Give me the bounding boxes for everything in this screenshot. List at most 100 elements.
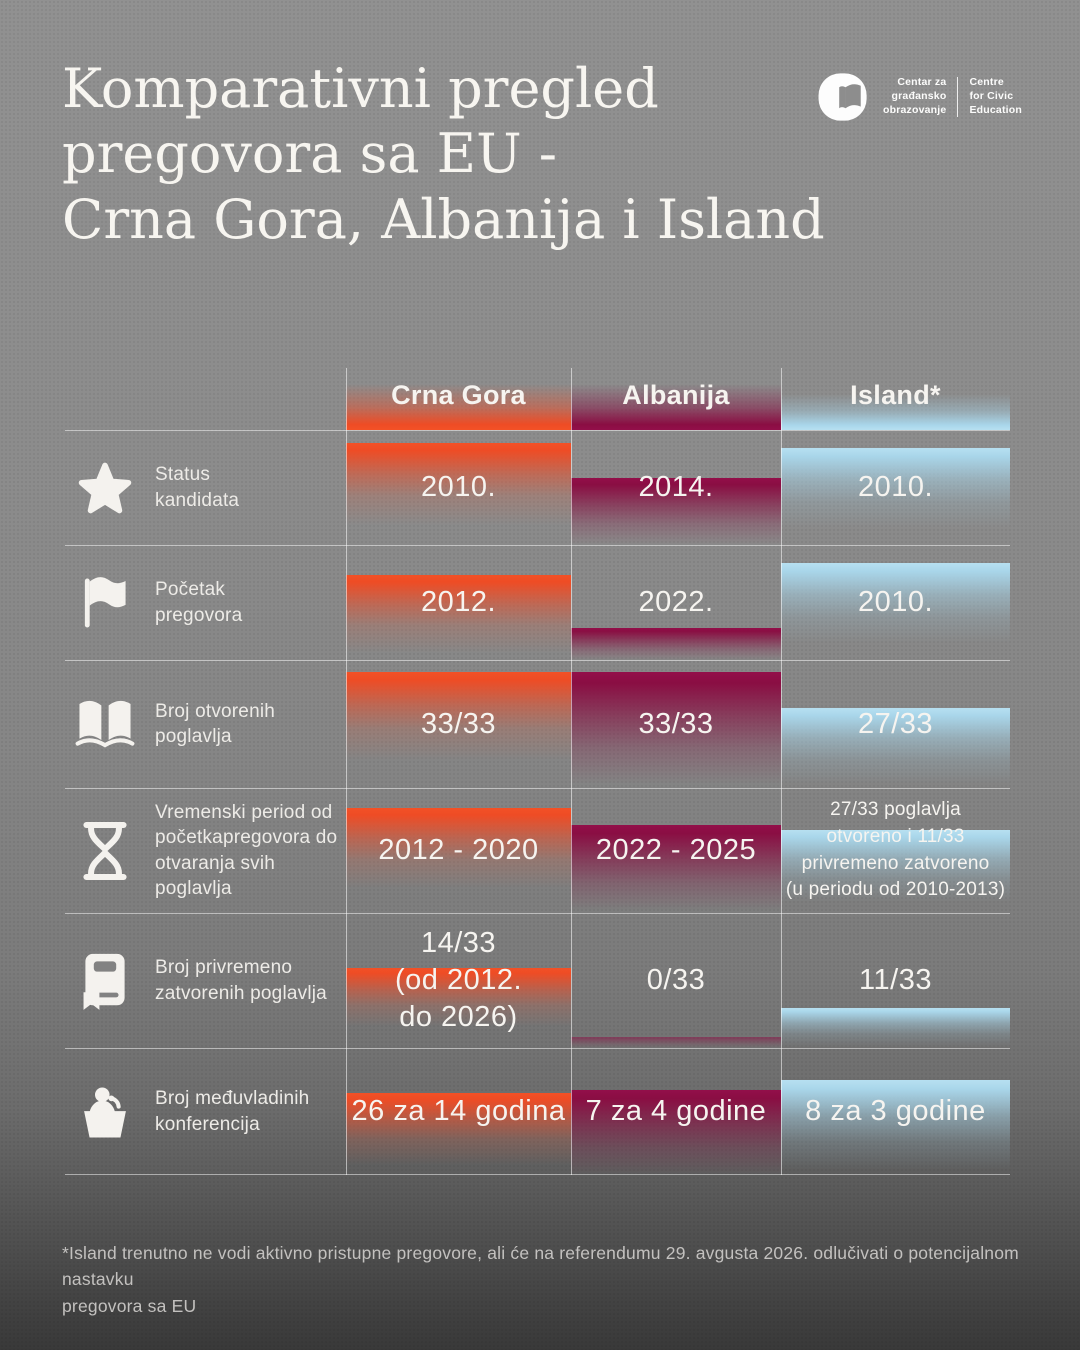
gradient-band xyxy=(346,575,571,653)
logo-name-en: Centre for Civic Education xyxy=(969,76,1022,116)
gradient-band xyxy=(781,1080,1010,1170)
table-divider xyxy=(65,913,1010,914)
table-divider xyxy=(65,1174,1010,1175)
row-label: Status kandidata xyxy=(155,464,240,511)
cell-value: 27/33 poglavlja otvoreno i 11/33 privrem… xyxy=(785,798,1006,901)
gradient-band xyxy=(781,708,1010,784)
gradient-band xyxy=(346,968,571,1026)
row-label: Početak pregovora xyxy=(155,579,243,626)
cell-value: 2010. xyxy=(420,471,497,504)
gradient-band xyxy=(571,672,781,784)
gradient-band xyxy=(781,563,1010,643)
cell-zatvorena-island: 11/33 xyxy=(781,913,1010,1048)
table-divider xyxy=(65,788,1010,789)
footnote: *Island trenutno ne vodi aktivno pristup… xyxy=(62,1243,1019,1316)
cell-value: 11/33 xyxy=(859,964,932,997)
cell-konferencije-island: 8 za 3 godine xyxy=(781,1048,1010,1175)
cell-value: 2022 - 2025 xyxy=(595,834,757,867)
column-header-albanija: Albanija xyxy=(571,368,781,430)
cell-value: 33/33 xyxy=(420,707,497,740)
table-divider xyxy=(65,430,1010,431)
podium-speaker-icon xyxy=(69,1084,141,1140)
row-header-otvorena-poglavlja: Broj otvorenih poglavlja xyxy=(65,660,346,788)
cell-value: 8 za 3 godine xyxy=(805,1095,986,1128)
logo-divider xyxy=(957,76,959,117)
gradient-band xyxy=(346,443,571,525)
cell-value: 2012 - 2020 xyxy=(378,834,539,867)
cell-otvorena-albanija: 33/33 xyxy=(571,660,781,788)
column-header-label: Island* xyxy=(850,379,941,410)
gradient-band xyxy=(571,825,781,910)
table-divider xyxy=(571,368,572,1175)
row-label: Broj otvorenih poglavlja xyxy=(155,700,276,747)
row-label: Broj međuvladinih konferencija xyxy=(155,1088,310,1135)
gradient-band xyxy=(346,808,571,888)
table-divider xyxy=(65,660,1010,661)
row-label: Broj privremeno zatvorenih poglavlja xyxy=(155,957,327,1004)
cell-zatvorena-albanija: 0/33 xyxy=(571,913,781,1048)
gradient-band xyxy=(346,672,571,760)
row-header-vremenski-period: Vremenski period od početkapregovora do … xyxy=(65,788,346,913)
cell-status-albanija: 2014. xyxy=(571,430,781,545)
gradient-band xyxy=(571,628,781,660)
cell-value: 2012. xyxy=(420,586,497,619)
column-header-crna-gora: Crna Gora xyxy=(346,368,571,430)
gradient-band xyxy=(571,384,781,430)
table-corner-cell xyxy=(65,368,346,430)
cell-period-crna-gora: 2012 - 2020 xyxy=(346,788,571,913)
column-header-island: Island* xyxy=(781,368,1010,430)
cell-period-island: 27/33 poglavlja otvoreno i 11/33 privrem… xyxy=(781,788,1010,913)
table-divider xyxy=(65,545,1010,546)
row-header-pocetak-pregovora: Početak pregovora xyxy=(65,545,346,660)
page-title: Komparativni pregled pregovora sa EU - C… xyxy=(62,57,825,251)
flag-icon xyxy=(69,572,141,634)
gradient-band xyxy=(571,1090,781,1175)
gradient-band xyxy=(781,394,1010,430)
cell-status-island: 2010. xyxy=(781,430,1010,545)
cell-otvorena-island: 27/33 xyxy=(781,660,1010,788)
row-header-zatvorena-poglavlja: Broj privremeno zatvorenih poglavlja xyxy=(65,913,346,1048)
cell-otvorena-crna-gora: 33/33 xyxy=(346,660,571,788)
cell-value: 7 za 4 godine xyxy=(585,1095,767,1128)
row-label: Vremenski period od početkapregovora do … xyxy=(155,801,338,899)
table-divider xyxy=(346,368,347,1175)
cell-value: 2010. xyxy=(857,586,934,619)
notebook-icon xyxy=(69,950,141,1012)
cell-value: 26 za 14 godina xyxy=(351,1095,566,1128)
cell-status-crna-gora: 2010. xyxy=(346,430,571,545)
logo-text: Centar za građansko obrazovanje Centre f… xyxy=(883,76,1022,118)
cell-konferencije-albanija: 7 za 4 godine xyxy=(571,1048,781,1175)
gradient-band xyxy=(571,1037,781,1048)
gradient-band xyxy=(346,1093,571,1165)
cell-value: 2022. xyxy=(638,586,714,619)
star-icon xyxy=(69,458,141,518)
gradient-band xyxy=(781,830,1010,902)
logo-name-me: Centar za građansko obrazovanje xyxy=(882,76,947,116)
gradient-band xyxy=(571,478,781,545)
open-book-icon xyxy=(69,697,141,751)
gradient-band xyxy=(781,1008,1010,1046)
table-divider xyxy=(65,1048,1010,1049)
cell-pocetak-albanija: 2022. xyxy=(571,545,781,660)
row-header-konferencije: Broj međuvladinih konferencija xyxy=(65,1048,346,1175)
cgo-logo: Centar za građansko obrazovanje Centre f… xyxy=(816,70,1022,124)
cell-value: 33/33 xyxy=(638,707,714,740)
table-divider xyxy=(781,368,782,1175)
column-header-label: Albanija xyxy=(622,379,730,410)
row-header-status-kandidata: Status kandidata xyxy=(65,430,346,545)
cell-value: 27/33 xyxy=(857,707,934,740)
cell-value: 2014. xyxy=(638,471,714,504)
cgo-logo-icon xyxy=(816,70,870,124)
cell-value: 2010. xyxy=(857,471,934,504)
cell-konferencije-crna-gora: 26 za 14 godina xyxy=(346,1048,571,1175)
cell-zatvorena-crna-gora: 14/33 (od 2012. do 2026) xyxy=(346,913,571,1048)
cell-value: 14/33 (od 2012. do 2026) xyxy=(394,927,523,1033)
cell-value: 0/33 xyxy=(646,964,706,997)
comparison-table: Crna Gora Albanija Island* Status kandid… xyxy=(65,368,1010,1175)
cell-pocetak-island: 2010. xyxy=(781,545,1010,660)
gradient-band xyxy=(781,448,1010,528)
column-header-label: Crna Gora xyxy=(391,379,526,410)
gradient-band xyxy=(346,384,571,430)
cell-pocetak-crna-gora: 2012. xyxy=(346,545,571,660)
